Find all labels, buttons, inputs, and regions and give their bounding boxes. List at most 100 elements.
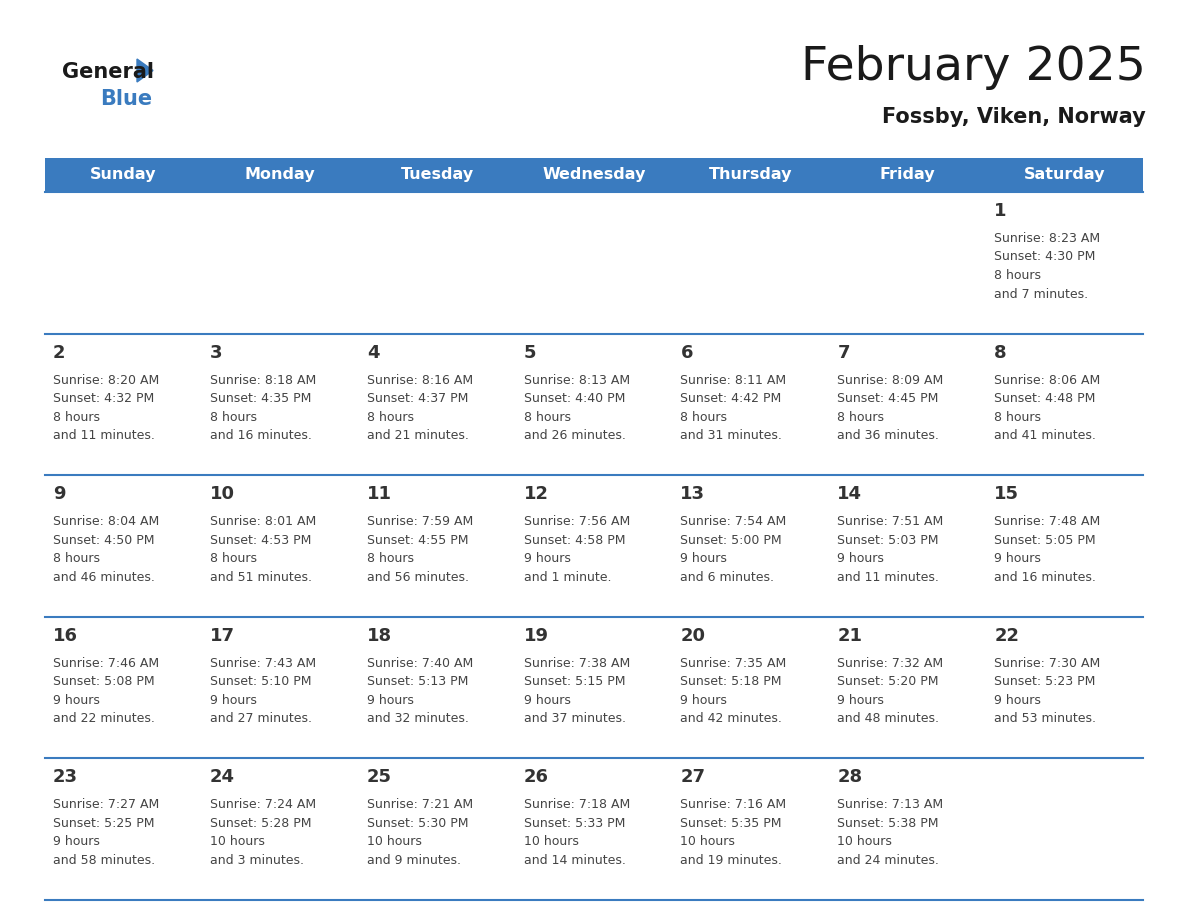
Text: Sunset: 5:15 PM: Sunset: 5:15 PM — [524, 676, 625, 688]
Text: 9 hours: 9 hours — [681, 694, 727, 707]
Text: and 26 minutes.: and 26 minutes. — [524, 429, 625, 442]
FancyBboxPatch shape — [829, 333, 986, 476]
Text: and 7 minutes.: and 7 minutes. — [994, 287, 1088, 300]
Text: 1: 1 — [994, 202, 1006, 220]
Text: and 36 minutes.: and 36 minutes. — [838, 429, 940, 442]
Text: 8 hours: 8 hours — [994, 269, 1041, 282]
Text: 20: 20 — [681, 627, 706, 644]
FancyBboxPatch shape — [672, 192, 829, 333]
Text: Sunrise: 8:09 AM: Sunrise: 8:09 AM — [838, 374, 943, 386]
Text: Sunrise: 8:13 AM: Sunrise: 8:13 AM — [524, 374, 630, 386]
FancyBboxPatch shape — [986, 758, 1143, 900]
FancyBboxPatch shape — [45, 617, 202, 758]
Text: 27: 27 — [681, 768, 706, 787]
Text: Sunrise: 8:23 AM: Sunrise: 8:23 AM — [994, 232, 1100, 245]
Text: and 37 minutes.: and 37 minutes. — [524, 712, 626, 725]
Text: and 11 minutes.: and 11 minutes. — [838, 571, 940, 584]
Text: Sunset: 5:03 PM: Sunset: 5:03 PM — [838, 533, 939, 547]
Text: Sunrise: 8:18 AM: Sunrise: 8:18 AM — [210, 374, 316, 386]
FancyBboxPatch shape — [829, 617, 986, 758]
Text: Sunrise: 7:40 AM: Sunrise: 7:40 AM — [367, 656, 473, 670]
Text: Sunset: 4:40 PM: Sunset: 4:40 PM — [524, 392, 625, 405]
FancyBboxPatch shape — [202, 476, 359, 617]
Text: Sunrise: 7:54 AM: Sunrise: 7:54 AM — [681, 515, 786, 528]
Text: Sunset: 5:18 PM: Sunset: 5:18 PM — [681, 676, 782, 688]
Text: 10: 10 — [210, 486, 235, 503]
Text: Sunrise: 7:56 AM: Sunrise: 7:56 AM — [524, 515, 630, 528]
Text: and 16 minutes.: and 16 minutes. — [994, 571, 1097, 584]
Text: Sunrise: 7:43 AM: Sunrise: 7:43 AM — [210, 656, 316, 670]
Text: Sunset: 4:50 PM: Sunset: 4:50 PM — [53, 533, 154, 547]
Text: 9 hours: 9 hours — [53, 835, 100, 848]
Text: Sunset: 4:37 PM: Sunset: 4:37 PM — [367, 392, 468, 405]
Text: Sunset: 5:35 PM: Sunset: 5:35 PM — [681, 817, 782, 830]
FancyBboxPatch shape — [672, 333, 829, 476]
Text: Sunset: 5:30 PM: Sunset: 5:30 PM — [367, 817, 468, 830]
Text: Sunrise: 7:27 AM: Sunrise: 7:27 AM — [53, 799, 159, 812]
Text: Sunset: 4:48 PM: Sunset: 4:48 PM — [994, 392, 1095, 405]
FancyBboxPatch shape — [516, 617, 672, 758]
Text: 9 hours: 9 hours — [524, 553, 570, 565]
Text: Sunset: 5:05 PM: Sunset: 5:05 PM — [994, 533, 1095, 547]
FancyBboxPatch shape — [516, 333, 672, 476]
Text: 14: 14 — [838, 486, 862, 503]
Text: 9 hours: 9 hours — [994, 694, 1041, 707]
Text: Wednesday: Wednesday — [542, 167, 646, 183]
FancyBboxPatch shape — [45, 333, 202, 476]
Text: and 27 minutes.: and 27 minutes. — [210, 712, 312, 725]
Text: 5: 5 — [524, 343, 536, 362]
Text: 10 hours: 10 hours — [524, 835, 579, 848]
Text: Sunrise: 7:59 AM: Sunrise: 7:59 AM — [367, 515, 473, 528]
Text: Sunset: 4:30 PM: Sunset: 4:30 PM — [994, 251, 1095, 263]
Text: and 22 minutes.: and 22 minutes. — [53, 712, 154, 725]
FancyBboxPatch shape — [359, 476, 516, 617]
Text: and 19 minutes.: and 19 minutes. — [681, 854, 783, 867]
Text: Sunset: 5:23 PM: Sunset: 5:23 PM — [994, 676, 1095, 688]
Text: Sunrise: 7:51 AM: Sunrise: 7:51 AM — [838, 515, 943, 528]
Text: 10 hours: 10 hours — [838, 835, 892, 848]
Text: Sunrise: 7:24 AM: Sunrise: 7:24 AM — [210, 799, 316, 812]
Text: 6: 6 — [681, 343, 693, 362]
Text: and 9 minutes.: and 9 minutes. — [367, 854, 461, 867]
Text: 11: 11 — [367, 486, 392, 503]
Text: and 41 minutes.: and 41 minutes. — [994, 429, 1097, 442]
FancyBboxPatch shape — [986, 192, 1143, 333]
Text: Sunrise: 7:32 AM: Sunrise: 7:32 AM — [838, 656, 943, 670]
FancyBboxPatch shape — [829, 192, 986, 333]
Text: Sunset: 5:25 PM: Sunset: 5:25 PM — [53, 817, 154, 830]
Text: 10 hours: 10 hours — [210, 835, 265, 848]
Text: 9 hours: 9 hours — [838, 553, 884, 565]
FancyBboxPatch shape — [202, 333, 359, 476]
Text: and 11 minutes.: and 11 minutes. — [53, 429, 154, 442]
Text: Thursday: Thursday — [709, 167, 792, 183]
FancyBboxPatch shape — [986, 333, 1143, 476]
Text: Sunset: 4:42 PM: Sunset: 4:42 PM — [681, 392, 782, 405]
Text: and 21 minutes.: and 21 minutes. — [367, 429, 468, 442]
Text: 9 hours: 9 hours — [367, 694, 413, 707]
Text: and 16 minutes.: and 16 minutes. — [210, 429, 311, 442]
FancyBboxPatch shape — [672, 758, 829, 900]
Text: 8 hours: 8 hours — [838, 410, 884, 423]
Text: 15: 15 — [994, 486, 1019, 503]
FancyBboxPatch shape — [202, 617, 359, 758]
Text: 9 hours: 9 hours — [681, 553, 727, 565]
Text: Sunrise: 8:04 AM: Sunrise: 8:04 AM — [53, 515, 159, 528]
Text: 12: 12 — [524, 486, 549, 503]
Text: Sunset: 5:13 PM: Sunset: 5:13 PM — [367, 676, 468, 688]
FancyBboxPatch shape — [672, 476, 829, 617]
Text: and 48 minutes.: and 48 minutes. — [838, 712, 940, 725]
Text: and 32 minutes.: and 32 minutes. — [367, 712, 468, 725]
Text: 13: 13 — [681, 486, 706, 503]
Text: 8 hours: 8 hours — [210, 410, 257, 423]
Text: Sunset: 5:38 PM: Sunset: 5:38 PM — [838, 817, 939, 830]
FancyBboxPatch shape — [202, 758, 359, 900]
Text: 16: 16 — [53, 627, 78, 644]
Text: and 24 minutes.: and 24 minutes. — [838, 854, 940, 867]
Text: and 42 minutes.: and 42 minutes. — [681, 712, 783, 725]
Text: 8 hours: 8 hours — [367, 410, 413, 423]
FancyBboxPatch shape — [829, 476, 986, 617]
Text: 9 hours: 9 hours — [838, 694, 884, 707]
Text: 10 hours: 10 hours — [367, 835, 422, 848]
Text: 10 hours: 10 hours — [681, 835, 735, 848]
Text: Sunset: 5:08 PM: Sunset: 5:08 PM — [53, 676, 154, 688]
